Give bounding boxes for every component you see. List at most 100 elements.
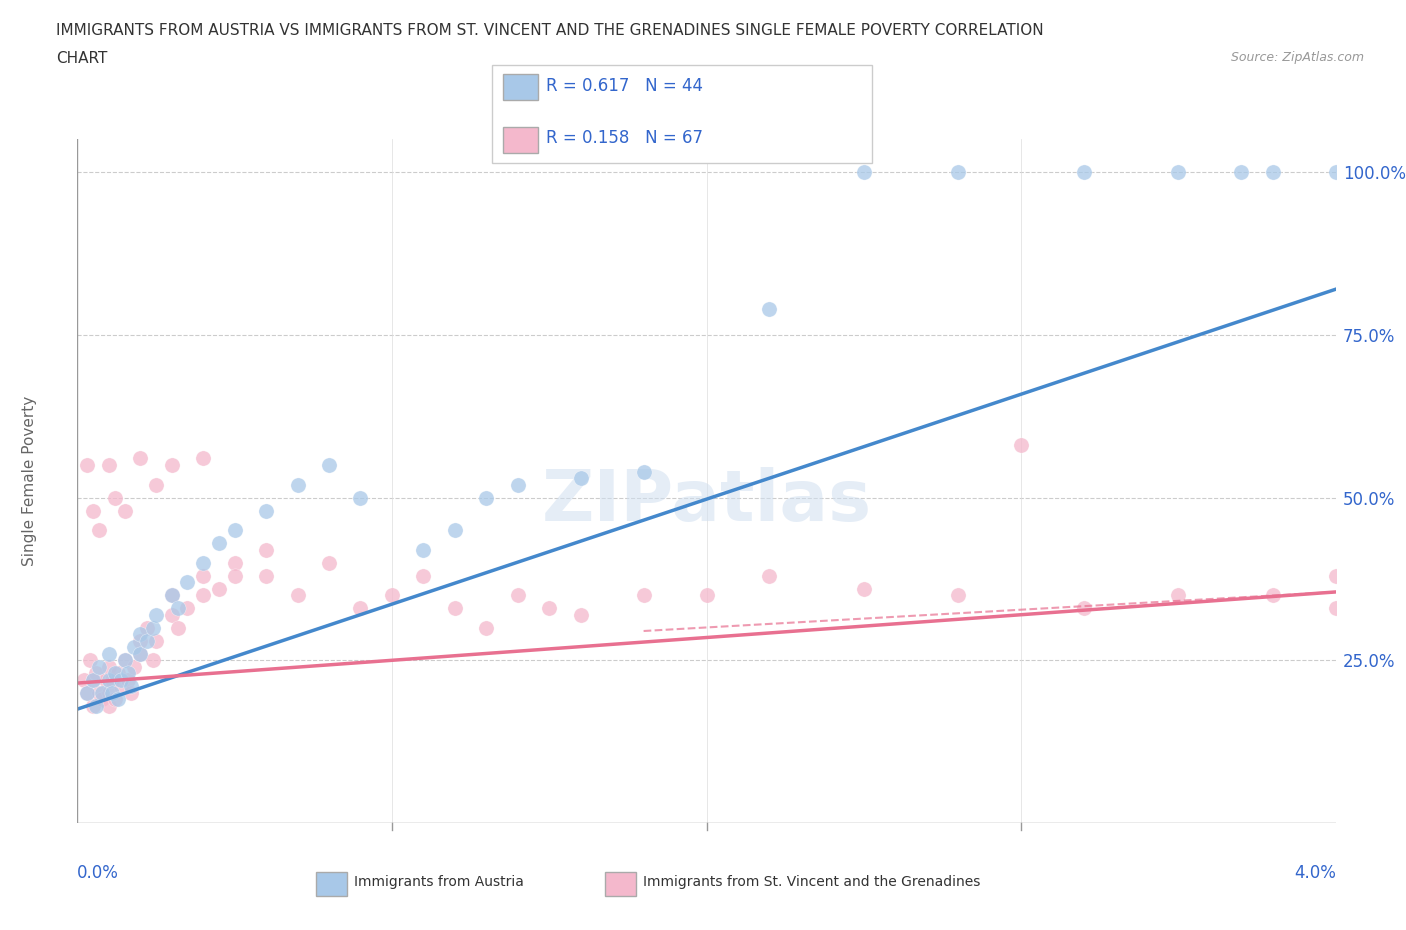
Point xyxy=(72,672,94,687)
Point xyxy=(948,588,970,603)
Point xyxy=(696,588,718,603)
Point xyxy=(318,555,340,570)
Point xyxy=(167,601,190,616)
Point xyxy=(122,640,145,655)
Point xyxy=(89,659,111,674)
Point xyxy=(135,633,157,648)
Point xyxy=(84,698,107,713)
Point xyxy=(254,542,277,557)
Point xyxy=(145,607,167,622)
Point xyxy=(176,575,198,590)
Point xyxy=(97,672,120,687)
Point xyxy=(412,542,434,557)
Point xyxy=(160,607,183,622)
Point xyxy=(114,503,136,518)
Point xyxy=(160,458,183,472)
Text: ZIPatlas: ZIPatlas xyxy=(541,467,872,537)
Point xyxy=(89,685,111,700)
Point xyxy=(191,555,215,570)
Point xyxy=(633,588,655,603)
Point xyxy=(107,692,129,707)
Point xyxy=(104,490,127,505)
Point xyxy=(208,581,231,596)
Point xyxy=(381,588,404,603)
Point xyxy=(191,451,215,466)
Point xyxy=(167,620,190,635)
Point xyxy=(142,653,165,668)
Point xyxy=(129,451,152,466)
Point xyxy=(97,698,120,713)
Point xyxy=(506,588,529,603)
Point xyxy=(1261,588,1284,603)
Point xyxy=(191,588,215,603)
Point xyxy=(104,666,127,681)
Point xyxy=(76,458,98,472)
Point xyxy=(1073,165,1095,179)
Point xyxy=(142,620,165,635)
Point xyxy=(97,659,120,674)
Point xyxy=(91,685,114,700)
Point xyxy=(120,685,142,700)
Point xyxy=(287,588,309,603)
Point xyxy=(82,672,104,687)
Point xyxy=(1261,165,1284,179)
Point xyxy=(129,627,152,642)
Point xyxy=(948,165,970,179)
Point xyxy=(97,685,120,700)
Point xyxy=(852,165,875,179)
Point xyxy=(94,672,117,687)
Point xyxy=(84,666,107,681)
Point xyxy=(758,568,780,583)
Point xyxy=(1167,165,1189,179)
Point xyxy=(1167,588,1189,603)
Point xyxy=(1230,165,1253,179)
Point xyxy=(349,601,371,616)
Point xyxy=(758,301,780,316)
Point xyxy=(412,568,434,583)
Point xyxy=(129,646,152,661)
Text: Source: ZipAtlas.com: Source: ZipAtlas.com xyxy=(1230,51,1364,64)
Point xyxy=(191,568,215,583)
Text: CHART: CHART xyxy=(56,51,108,66)
Text: R = 0.617   N = 44: R = 0.617 N = 44 xyxy=(546,76,703,95)
Point xyxy=(76,685,98,700)
Point xyxy=(79,653,101,668)
Point xyxy=(1324,568,1347,583)
Text: R = 0.158   N = 67: R = 0.158 N = 67 xyxy=(546,128,703,147)
Text: 4.0%: 4.0% xyxy=(1294,864,1336,882)
Point xyxy=(475,490,498,505)
Point xyxy=(117,666,139,681)
Point xyxy=(82,672,104,687)
Point xyxy=(569,471,592,485)
Point xyxy=(287,477,309,492)
Point xyxy=(224,568,246,583)
Point xyxy=(120,679,142,694)
Text: Single Female Poverty: Single Female Poverty xyxy=(22,396,37,566)
Point xyxy=(145,633,167,648)
Point xyxy=(97,458,120,472)
Point xyxy=(129,633,152,648)
Point xyxy=(224,555,246,570)
Text: 0.0%: 0.0% xyxy=(77,864,120,882)
Point xyxy=(114,653,136,668)
Point xyxy=(1010,438,1032,453)
Point xyxy=(101,672,124,687)
Point xyxy=(224,523,246,538)
Point xyxy=(110,679,132,694)
Point xyxy=(1324,601,1347,616)
Point xyxy=(633,464,655,479)
Point xyxy=(1073,601,1095,616)
Point xyxy=(82,698,104,713)
Point xyxy=(110,672,132,687)
Point xyxy=(569,607,592,622)
Point xyxy=(117,672,139,687)
Point xyxy=(89,523,111,538)
Point xyxy=(122,659,145,674)
Point xyxy=(208,536,231,551)
Point xyxy=(349,490,371,505)
Point xyxy=(254,568,277,583)
Point xyxy=(538,601,561,616)
Point xyxy=(114,653,136,668)
Point xyxy=(254,503,277,518)
Point xyxy=(91,692,114,707)
